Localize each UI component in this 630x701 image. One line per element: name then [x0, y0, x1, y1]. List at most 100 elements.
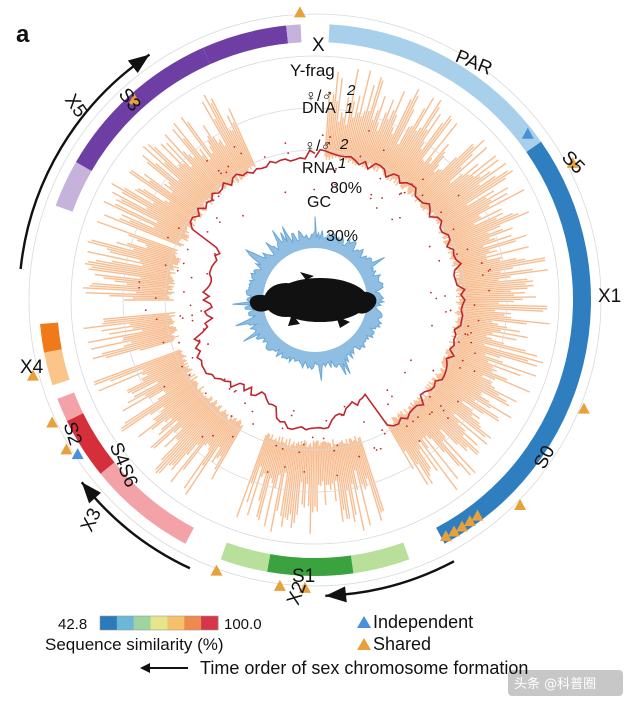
ring-segment-x5-light-block [55, 162, 92, 212]
dna-spike [426, 389, 486, 438]
track-guide-circles [28, 13, 602, 587]
dna-spike [445, 213, 519, 246]
dna-spike [92, 335, 180, 360]
rna-point [421, 399, 424, 402]
dna-spike [436, 177, 507, 223]
dna-spike [431, 381, 473, 412]
dna-spike [457, 303, 548, 308]
dna-spike [207, 415, 234, 451]
dna-spike [424, 397, 478, 446]
dna-spike [296, 444, 304, 515]
dna-spike [335, 445, 349, 520]
dna-coverage-track [83, 68, 550, 535]
dna-spike [419, 147, 488, 208]
dna-spike [417, 146, 475, 201]
dna-spike [446, 211, 530, 247]
rna-point [373, 447, 376, 449]
dna-spike [153, 202, 191, 226]
dna-spike [122, 373, 188, 412]
dna-spike [427, 394, 488, 445]
dna-spike [155, 162, 205, 206]
dna-spike [246, 434, 274, 516]
dna-spike [191, 166, 217, 194]
dna-spike [424, 386, 492, 439]
dna-spike [347, 112, 359, 159]
shared-triangle-icon [128, 93, 141, 105]
segment-label-x1: X1 [598, 286, 621, 307]
rna-point [206, 230, 209, 233]
dna-spike [210, 424, 244, 480]
dna-spike [458, 269, 548, 283]
dna-spike [349, 116, 363, 161]
dna-spike [177, 399, 218, 441]
dna-spike [109, 251, 179, 269]
dna-spike [442, 357, 483, 377]
dna-spike [449, 225, 501, 247]
dna-spike [142, 154, 207, 210]
dna-spike [163, 183, 200, 212]
rna-point [189, 304, 192, 307]
dna-spike [216, 419, 242, 459]
dna-spike [460, 315, 527, 325]
rna-point [225, 171, 228, 174]
dna-spike [321, 441, 327, 506]
dna-spike [199, 148, 227, 184]
dna-spike [388, 424, 406, 452]
dna-spike [94, 350, 183, 386]
dna-spike [358, 436, 385, 512]
rna-point [321, 134, 324, 137]
rna-point [375, 207, 378, 209]
ring-segment-x2-end-block [220, 542, 271, 572]
dna-spike [127, 242, 182, 261]
dna-spike [181, 398, 213, 429]
dna-spike [210, 98, 250, 171]
dna-spike [157, 378, 191, 401]
dna-spike [449, 345, 537, 377]
dna-tick-2: 2 [346, 82, 356, 99]
rna-point [387, 403, 389, 406]
dna-spike [160, 143, 213, 196]
dna-spike [207, 135, 239, 184]
dna-spike [197, 409, 227, 446]
dna-spike [280, 441, 295, 527]
rna-point [231, 435, 234, 438]
track-label-gc: GC [307, 194, 331, 211]
stratum-label-s5: S5 [557, 147, 588, 178]
dna-spike [414, 168, 440, 196]
shared-triangle-icon [46, 416, 59, 428]
rna-point [275, 444, 278, 447]
dna-spike [203, 94, 249, 176]
dna-spike [407, 143, 450, 193]
dna-spike [312, 440, 315, 513]
dna-spike [171, 191, 203, 216]
rna-point [474, 352, 476, 355]
dna-spike [160, 384, 199, 413]
dna-spike [382, 126, 410, 176]
dna-spike [123, 187, 194, 230]
segment-label-x4: X4 [20, 357, 44, 378]
dna-spike [246, 434, 271, 503]
rna-point [403, 191, 406, 194]
dna-spike [173, 122, 227, 189]
dna-spike [352, 441, 367, 490]
colorbar-swatch [167, 616, 185, 630]
dna-spike [361, 121, 380, 168]
rna-point [399, 216, 401, 219]
dna-spike [448, 340, 501, 359]
dna-spike [399, 118, 452, 188]
segment-label-x5: X5 [60, 90, 91, 121]
dna-spike [211, 152, 233, 182]
dna-spike [307, 443, 312, 506]
dna-spike [337, 444, 351, 519]
dna-spike [270, 442, 281, 479]
rna-point [470, 331, 472, 334]
ring-segment-x5-block [202, 25, 289, 65]
dna-spike [156, 221, 189, 239]
dna-spike [323, 440, 328, 486]
dna-spike [94, 273, 175, 285]
dna-spike [457, 258, 488, 267]
rna-point [325, 168, 328, 171]
rna-point [381, 429, 384, 432]
rna-point [379, 177, 382, 180]
dna-spike [172, 410, 220, 466]
